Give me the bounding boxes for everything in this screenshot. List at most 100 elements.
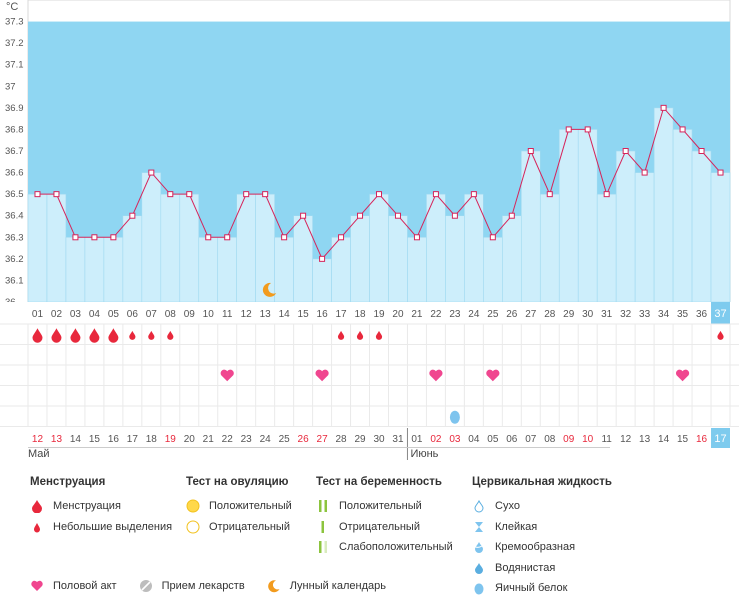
temperature-bar	[672, 129, 693, 303]
y-tick-label: 37.1	[5, 60, 24, 71]
menstruation-drop-icon	[375, 330, 383, 340]
legend-item-medication: Прием лекарств	[139, 579, 245, 593]
calendar-date-label: 14	[658, 434, 670, 445]
bbt-chart: 37.3 37.2 37.1 37 36.9 36.8 36.7 36.6 36.5 36.4 36…	[0, 0, 739, 460]
legend-cervical-title: Цервикальная жидкость	[472, 476, 612, 488]
empty-circle-icon	[186, 520, 204, 534]
legend-item-label: Клейкая	[495, 520, 538, 533]
current-date-highlight	[711, 428, 730, 448]
calendar-date-label: 22	[222, 434, 234, 445]
single-line-icon	[316, 520, 334, 534]
temperature-point	[110, 234, 117, 241]
cycle-day-label: 30	[582, 309, 594, 320]
cycle-day-row	[0, 302, 739, 324]
legend-item-label: Яичный белок	[495, 582, 568, 595]
month-label: Июнь	[410, 448, 438, 460]
temperature-bar	[634, 172, 655, 303]
legend-pregnancy-title: Тест на беременность	[316, 476, 442, 488]
small-blood-drop-icon	[30, 520, 48, 534]
legend-menstruation-title: Менструация	[30, 476, 106, 488]
cycle-day-label: 05	[108, 309, 120, 320]
cycle-day-label: 12	[241, 309, 253, 320]
legend-item-label: Менструация	[53, 500, 121, 513]
temperature-point	[148, 169, 155, 176]
cycle-day-label: 31	[601, 309, 613, 320]
calendar-date-label: 27	[317, 434, 329, 445]
legend-ovulation: Тест на овуляцию Положительный Отрицател…	[186, 476, 292, 537]
temperature-bar	[445, 215, 465, 303]
heart-icon	[675, 369, 690, 382]
menstruation-drop-icon	[51, 328, 62, 343]
legend-item-label: Лунный календарь	[289, 580, 386, 592]
y-tick-label: 36.7	[5, 146, 24, 157]
calendar-date-label: 10	[582, 434, 594, 445]
chart-svg: 37.3 37.2 37.1 37 36.9 36.8 36.7 36.6 36.5 36.4 36…	[0, 0, 739, 460]
calendar-date-label: 12	[32, 434, 44, 445]
cycle-day-label: 29	[563, 309, 575, 320]
calendar-date-label: 14	[70, 434, 82, 445]
cycle-day-label: 36	[696, 309, 708, 320]
temperature-bar	[388, 215, 408, 303]
cycle-day-label: 01	[32, 309, 44, 320]
temperature-bar	[577, 129, 598, 303]
temperature-bar	[502, 215, 522, 303]
calendar-date-label: 25	[279, 434, 291, 445]
temperature-bar	[198, 236, 219, 303]
temperature-point	[129, 212, 136, 219]
temperature-point	[376, 191, 382, 198]
calendar-date-label: 09	[563, 434, 575, 445]
calendar-date-label: 30	[373, 434, 385, 445]
cycle-day-label: 20	[392, 309, 404, 320]
blood-drop-icon	[30, 499, 48, 514]
heart-icon	[486, 369, 500, 382]
temperature-point	[622, 148, 629, 154]
menstruation-drop-icon	[337, 330, 345, 340]
cycle-day-label: 24	[468, 309, 480, 320]
temperature-point	[527, 148, 534, 154]
calendar-date-label: 18	[146, 434, 158, 445]
faint-line-icon	[316, 540, 334, 554]
legend-menstruation: Менструация Менструация Небольшие выделе…	[30, 476, 172, 537]
calendar-date-label: 23	[241, 434, 253, 445]
calendar-date-label: 05	[487, 434, 499, 445]
cycle-day-label: 34	[658, 309, 670, 320]
temperature-bar	[691, 150, 712, 303]
calendar-date-label: 24	[260, 434, 272, 445]
temperature-point	[413, 234, 420, 241]
cycle-day-label: 14	[279, 309, 291, 320]
calendar-date-label: 04	[468, 434, 480, 445]
y-tick-label: 36.3	[5, 232, 24, 243]
temperature-point	[319, 255, 326, 262]
temperature-point	[717, 169, 724, 176]
temperature-bar	[483, 236, 503, 303]
legend-item-intercourse: Половой акт	[30, 579, 117, 593]
temperature-bar	[539, 193, 560, 303]
legend-item-label: Слабоположительный	[339, 541, 453, 554]
y-tick-label: 36.1	[5, 275, 24, 286]
temperature-bar	[407, 236, 427, 303]
calendar-date-label: 21	[203, 434, 215, 445]
y-tick-label: 36.6	[5, 168, 24, 179]
legend-item-pregnancy-negative: Отрицательный	[316, 517, 453, 538]
cycle-day-label: 02	[51, 309, 63, 320]
moon-icon	[262, 282, 277, 297]
temperature-point	[262, 191, 269, 198]
menstruation-drop-icon	[89, 328, 100, 343]
temperature-point	[546, 191, 553, 198]
temperature-point	[72, 234, 79, 241]
cycle-day-label: 22	[430, 309, 442, 320]
eggwhite-drop-icon	[472, 581, 490, 595]
legend-item-label: Небольшие выделения	[53, 520, 173, 533]
temperature-point	[34, 191, 41, 198]
heart-icon	[220, 369, 234, 382]
legend-item-label: Водянистая	[495, 561, 556, 574]
calendar-date-label: 01	[411, 434, 423, 445]
cycle-day-label: 18	[354, 309, 366, 320]
legend-item-label: Кремообразная	[495, 541, 576, 554]
temperature-point	[186, 191, 193, 198]
cycle-day-label: 09	[184, 309, 196, 320]
cycle-day-label: 33	[639, 309, 651, 320]
calendar-date-label: 08	[544, 434, 556, 445]
cycle-day-label: 03	[70, 309, 82, 320]
temperature-point	[660, 104, 667, 111]
